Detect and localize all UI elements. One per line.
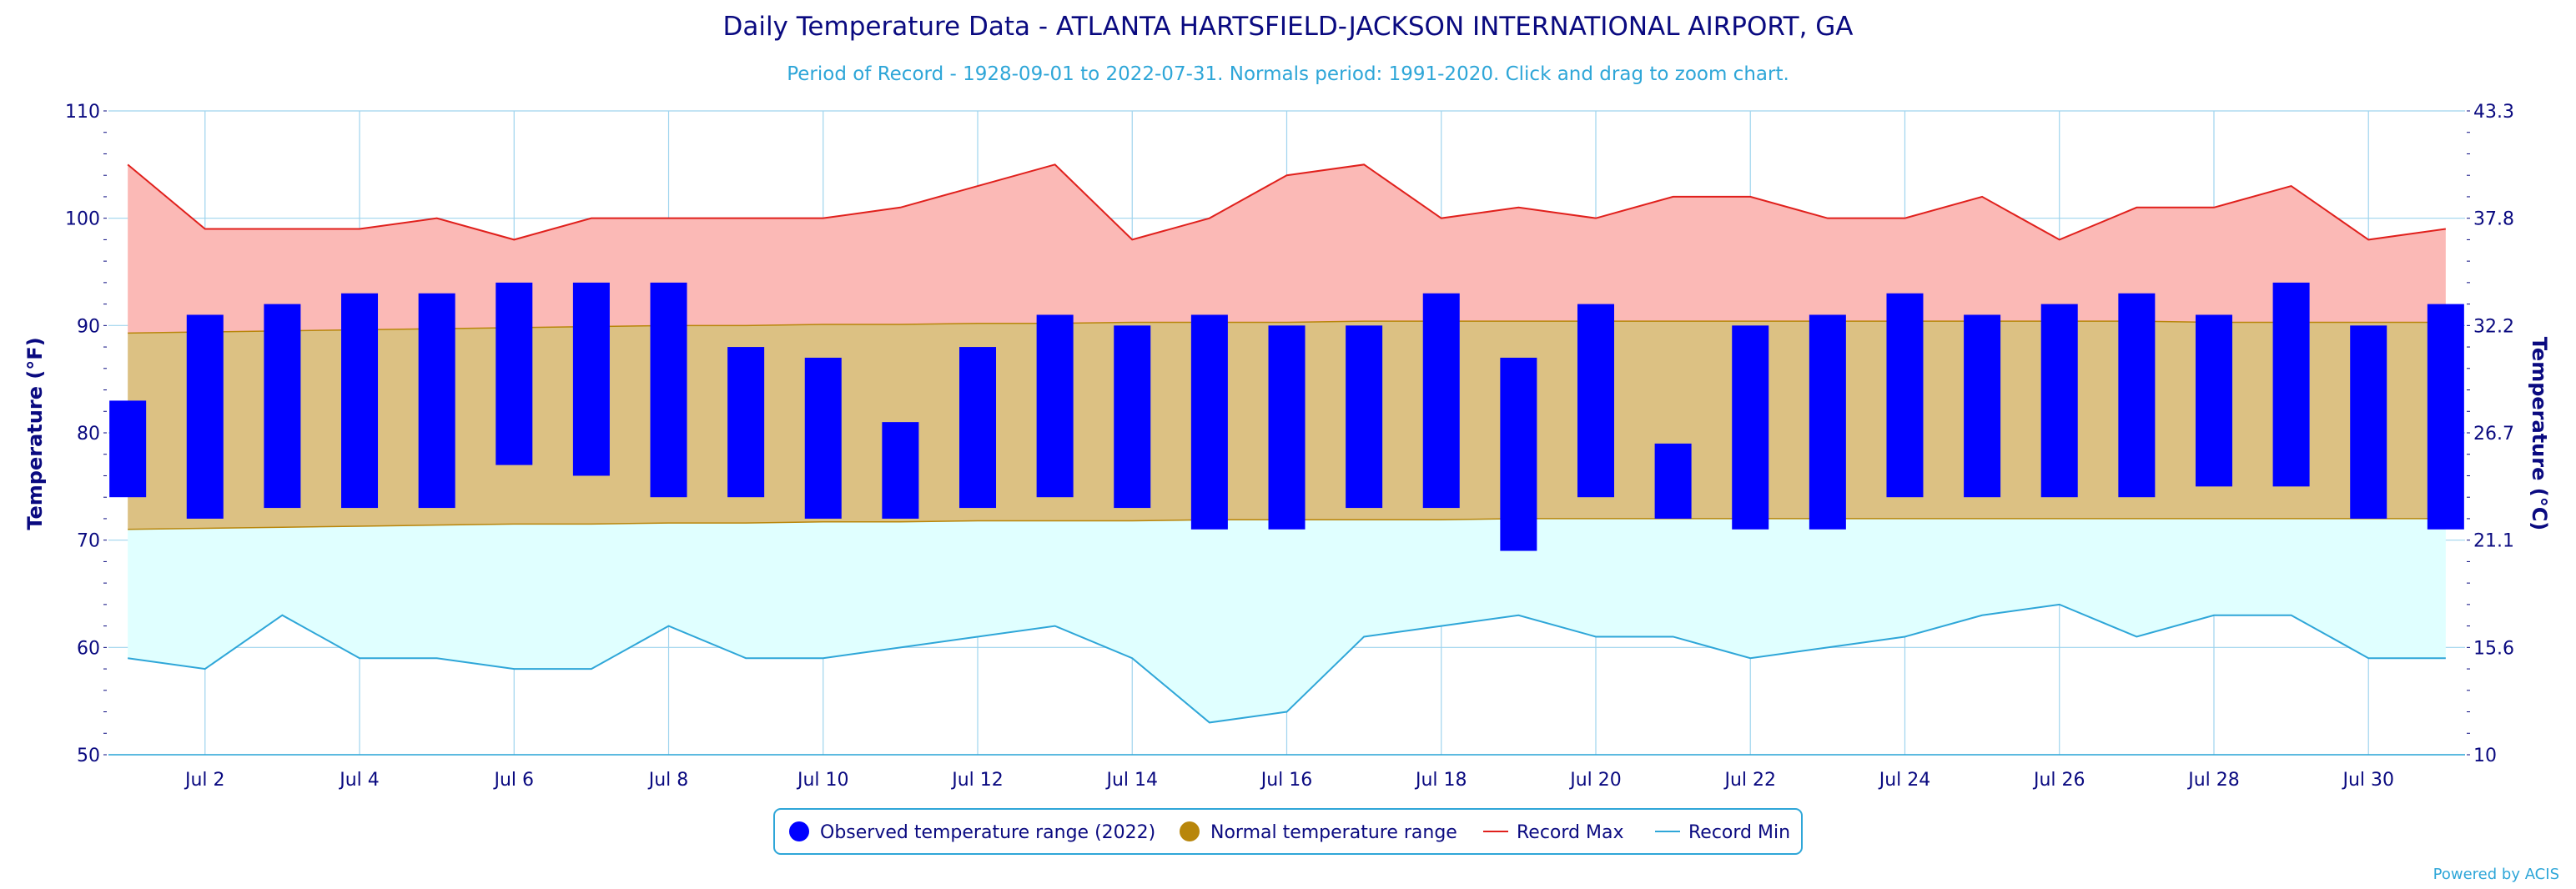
record-max-line	[127, 163, 2446, 241]
y-tick-label-left: 50	[77, 746, 100, 766]
legend-normal-label: Normal temperature range	[1210, 822, 1457, 843]
y-tick-label-right: 43.3	[2473, 102, 2514, 123]
observed-bar[interactable]	[2427, 304, 2464, 530]
observed-bar[interactable]	[1500, 357, 1537, 551]
observed-bar[interactable]	[1422, 293, 1460, 509]
observed-bar[interactable]	[1577, 304, 1614, 498]
legend-record-min-label: Record Min	[1688, 822, 1790, 843]
y-tick-label-right: 21.1	[2473, 531, 2514, 552]
observed-bar[interactable]	[2350, 325, 2387, 519]
y-tick-label-right: 10	[2473, 746, 2497, 766]
y-tick-label-right: 15.6	[2473, 638, 2514, 659]
x-tick-label: Jul 22	[1723, 770, 1776, 791]
observed-bar[interactable]	[804, 357, 842, 519]
observed-bar[interactable]	[2118, 293, 2156, 498]
observed-bar[interactable]	[1732, 325, 1769, 530]
x-tick-label: Jul 20	[1568, 770, 1622, 791]
observed-bar[interactable]	[1886, 293, 1924, 498]
x-tick-label: Jul 26	[2032, 770, 2085, 791]
x-tick-label: Jul 28	[2186, 770, 2240, 791]
observed-bar[interactable]	[572, 282, 610, 476]
legend-box	[773, 808, 1803, 855]
legend-item-normal[interactable]: Normal temperature range	[1180, 821, 1457, 843]
y-tick-label-left: 70	[77, 531, 100, 552]
observed-bar[interactable]	[1346, 325, 1383, 509]
observed-bar[interactable]	[959, 347, 997, 509]
observed-bar[interactable]	[2195, 314, 2232, 487]
observed-bar[interactable]	[1654, 443, 1692, 519]
observed-bar[interactable]	[1809, 314, 1846, 530]
x-tick-label: Jul 14	[1104, 770, 1158, 791]
observed-bar[interactable]	[650, 282, 687, 498]
observed-bar[interactable]	[264, 304, 301, 509]
y-tick-label-left: 100	[65, 209, 100, 230]
y-tick-label-left: 80	[77, 424, 100, 444]
record-min-area	[128, 518, 2446, 723]
observed-bar[interactable]	[1268, 325, 1306, 530]
x-tick-label: Jul 24	[1878, 770, 1931, 791]
observed-bar[interactable]	[418, 293, 455, 509]
observed-bar[interactable]	[186, 314, 224, 519]
axes: 50 60 70 80 90 100 110 10 15.6 21.1 26.7 32.2 37.8 43…	[65, 102, 2514, 791]
observed-bars[interactable]	[109, 282, 2464, 551]
x-tick-label: Jul 6	[492, 770, 534, 791]
x-tick-label: Jul 18	[1414, 770, 1467, 791]
x-tick-label: Jul 8	[647, 770, 689, 791]
y-tick-label-right: 37.8	[2473, 209, 2514, 230]
legend-item-observed[interactable]: Observed temperature range (2022)	[789, 821, 1155, 843]
y-tick-label-right: 26.7	[2473, 424, 2514, 444]
observed-bar[interactable]	[1036, 314, 1074, 498]
legend-observed-label: Observed temperature range (2022)	[820, 822, 1155, 843]
observed-bar[interactable]	[2040, 304, 2078, 498]
x-tick-label: Jul 2	[184, 770, 225, 791]
observed-bar[interactable]	[1114, 325, 1151, 509]
legend-record-max-label: Record Max	[1517, 822, 1624, 843]
record-lines	[127, 163, 2446, 724]
observed-bar[interactable]	[109, 400, 147, 498]
observed-bar[interactable]	[882, 422, 919, 519]
observed-bar[interactable]	[496, 282, 533, 465]
chart-title: Daily Temperature Data - ATLANTA HARTSFI…	[722, 12, 1853, 42]
legend-item-record-max[interactable]: Record Max	[1483, 822, 1624, 843]
chart-subtitle: Period of Record - 1928-09-01 to 2022-07…	[787, 63, 1789, 85]
x-tick-label: Jul 12	[950, 770, 1004, 791]
observed-bar[interactable]	[341, 293, 379, 509]
x-tick-label: Jul 16	[1260, 770, 1313, 791]
legend-normal-symbol	[1180, 821, 1200, 841]
credit-link[interactable]: Powered by ACIS	[2433, 866, 2559, 883]
y-axis-label-left: Temperature (°F)	[23, 337, 47, 530]
record-max-area	[128, 164, 2446, 334]
observed-bar[interactable]	[1190, 314, 1228, 530]
legend[interactable]: Observed temperature range (2022) Normal…	[773, 808, 1803, 855]
y-tick-label-left: 60	[77, 638, 100, 659]
y-tick-label-right: 32.2	[2473, 316, 2514, 337]
x-tick-label: Jul 30	[2341, 770, 2394, 791]
observed-bar[interactable]	[2272, 282, 2310, 487]
x-tick-label: Jul 10	[796, 770, 849, 791]
legend-item-record-min[interactable]: Record Min	[1655, 822, 1790, 843]
observed-bar[interactable]	[1964, 314, 2001, 498]
y-tick-label-left: 110	[65, 102, 100, 123]
observed-bar[interactable]	[727, 347, 765, 498]
y-tick-label-left: 90	[77, 316, 100, 337]
x-tick-label: Jul 4	[338, 770, 380, 791]
record-min-line	[128, 603, 2446, 724]
y-axis-label-right: Temperature (°C)	[2528, 337, 2551, 531]
legend-observed-symbol	[789, 821, 809, 841]
